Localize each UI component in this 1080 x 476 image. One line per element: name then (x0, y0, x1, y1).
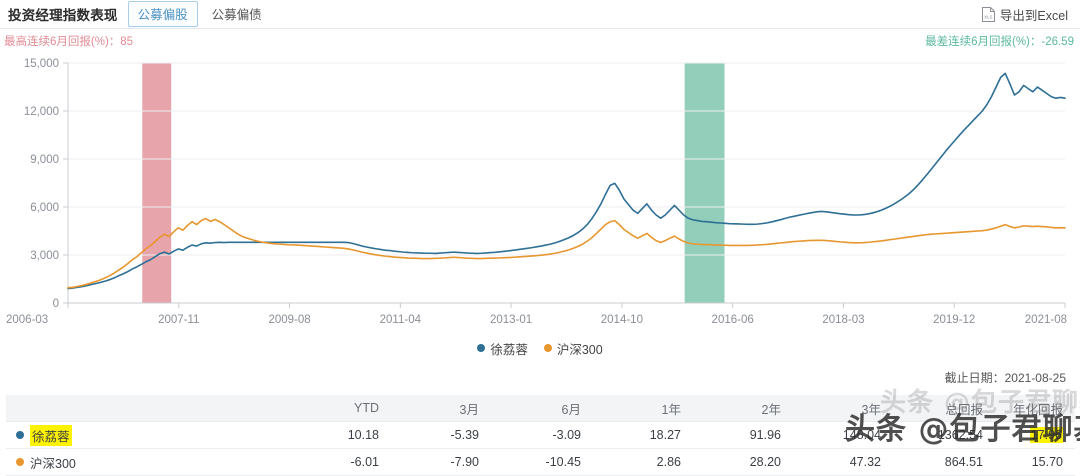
row-dot-manager (16, 431, 24, 439)
cell-manager-1y: 18.27 (593, 421, 693, 449)
performance-table: YTD 3月 6月 1年 2年 3年 总回报 年化回报 徐荔蓉 10.18 - (6, 395, 1075, 476)
col-header-ytd: YTD (291, 395, 391, 422)
table-row[interactable]: 徐荔蓉 10.18 -5.39 -3.09 18.27 91.96 148.04… (6, 421, 1075, 449)
row-label-benchmark: 沪深300 (30, 456, 76, 471)
table-header-row: YTD 3月 6月 1年 2年 3年 总回报 年化回报 (6, 395, 1075, 422)
chart-svg: 0 3,000 6,000 9,000 12,000 15,000 2006-03 2007-… (6, 58, 1067, 326)
svg-text:2014-10: 2014-10 (601, 314, 643, 326)
cell-manager-total-return: 1362.54 (893, 421, 995, 449)
cell-benchmark-1y: 2.86 (593, 448, 693, 476)
col-header-3m: 3月 (391, 395, 491, 422)
page-header: 投资经理指数表现 公募偏股 公募偏债 XLS 导出到Excel (0, 0, 1080, 29)
legend-item-benchmark[interactable]: 沪深300 (543, 339, 603, 358)
performance-chart: 0 3,000 6,000 9,000 12,000 15,000 2006-03 2007-… (0, 51, 1080, 341)
export-to-excel-button[interactable]: XLS 导出到Excel (981, 5, 1068, 24)
cell-benchmark-6m: -10.45 (491, 448, 593, 476)
page-title: 投资经理指数表现 (8, 8, 118, 23)
chart-legend: 徐荔蓉 沪深300 (0, 337, 1080, 359)
svg-text:9,000: 9,000 (30, 154, 59, 166)
chart-band-worst-6month-window (684, 63, 725, 303)
svg-text:2011-04: 2011-04 (380, 314, 422, 326)
export-label: 导出到Excel (999, 9, 1068, 23)
col-header-3y: 3年 (793, 395, 893, 422)
cell-benchmark-ytd: -6.01 (291, 448, 391, 476)
row-dot-benchmark (16, 458, 24, 466)
cell-manager-3y: 148.04 (793, 421, 893, 449)
row-name-cell-manager: 徐荔蓉 (6, 421, 291, 449)
col-header-2y: 2年 (693, 395, 793, 422)
cell-benchmark-annualized-return: 15.70 (995, 448, 1075, 476)
legend-dot-manager (477, 344, 486, 352)
cell-manager-ytd: 10.18 (291, 421, 391, 449)
col-header-6m: 6月 (491, 395, 593, 422)
tab-bond-fund[interactable]: 公募偏债 (211, 8, 262, 22)
row-label-manager: 徐荔蓉 (30, 424, 72, 446)
worst-6month-return-label: 最差连续6月回报(%)：-26.59 (925, 36, 1074, 48)
legend-label-manager: 徐荔蓉 (490, 342, 528, 357)
tab-equity-fund[interactable]: 公募偏股 (127, 1, 198, 27)
svg-text:2019-12: 2019-12 (933, 314, 975, 326)
svg-text:XLS: XLS (984, 14, 992, 19)
svg-text:2007-11: 2007-11 (158, 314, 199, 326)
cell-benchmark-total-return: 864.51 (893, 448, 995, 476)
cell-benchmark-2y: 28.20 (693, 448, 793, 476)
col-header-name (6, 395, 291, 422)
legend-dot-benchmark (543, 344, 552, 352)
svg-text:2013-01: 2013-01 (490, 314, 532, 326)
row-name-cell-benchmark: 沪深300 (6, 448, 291, 476)
cell-manager-annualized-return: 17.96 (995, 421, 1075, 449)
svg-text:15,000: 15,000 (24, 58, 59, 70)
tab-bar: 公募偏股 公募偏债 (127, 1, 272, 27)
legend-item-manager[interactable]: 徐荔蓉 (477, 339, 528, 358)
cell-manager-3m: -5.39 (391, 421, 491, 449)
cell-benchmark-3y: 47.32 (793, 448, 893, 476)
svg-text:2009-08: 2009-08 (268, 314, 310, 326)
cell-manager-2y: 91.96 (693, 421, 793, 449)
col-header-1y: 1年 (593, 395, 693, 422)
as-of-date: 截止日期：2021-08-25 (944, 371, 1066, 385)
cell-manager-6m: -3.09 (491, 421, 593, 449)
annotation-row: 最高连续6月回报(%)：85 最差连续6月回报(%)：-26.59 (0, 29, 1080, 51)
svg-text:3,000: 3,000 (30, 250, 59, 262)
cell-benchmark-3m: -7.90 (391, 448, 491, 476)
chart-line-徐荔蓉 (67, 72, 1066, 290)
annualized-return-value: 17.96 (1029, 427, 1063, 443)
performance-table-wrap: YTD 3月 6月 1年 2年 3年 总回报 年化回报 徐荔蓉 10.18 - (0, 395, 1080, 476)
xls-file-icon: XLS (981, 7, 995, 22)
chart-band-best-6month-window (142, 63, 172, 303)
svg-text:12,000: 12,000 (24, 106, 59, 118)
table-row[interactable]: 沪深300 -6.01 -7.90 -10.45 2.86 28.20 47.3… (6, 448, 1075, 476)
col-header-total-return: 总回报 (893, 395, 995, 422)
svg-text:2021-08: 2021-08 (1025, 314, 1067, 326)
chart-line-沪深300 (67, 217, 1066, 289)
best-6month-return-label: 最高连续6月回报(%)：85 (4, 36, 134, 48)
col-header-annualized-return: 年化回报 (995, 395, 1075, 422)
svg-text:2016-06: 2016-06 (712, 314, 754, 326)
legend-label-benchmark: 沪深300 (556, 342, 603, 357)
svg-text:2018-03: 2018-03 (822, 314, 864, 326)
svg-text:0: 0 (53, 298, 59, 310)
svg-text:6,000: 6,000 (30, 202, 59, 214)
svg-text:2006-03: 2006-03 (6, 314, 48, 326)
